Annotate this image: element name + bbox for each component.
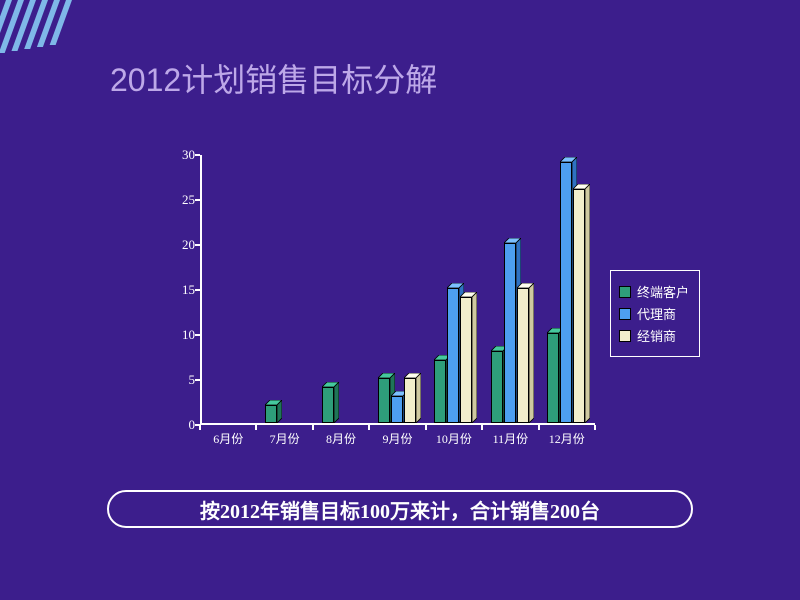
x-tick-label: 12月份: [549, 430, 585, 447]
bar-终端客户: [322, 382, 339, 423]
bar-经销商: [404, 373, 421, 423]
chart-legend: 终端客户代理商经销商: [610, 270, 700, 357]
x-tick-label: 7月份: [270, 430, 300, 447]
y-tick-label: 25: [165, 192, 195, 208]
legend-row: 经销商: [619, 326, 689, 345]
x-tick-label: 11月份: [493, 430, 529, 447]
x-tick-label: 8月份: [326, 430, 356, 447]
bar-终端客户: [265, 400, 282, 423]
bar-经销商: [460, 292, 477, 423]
y-tick-label: 0: [165, 417, 195, 433]
legend-swatch: [619, 330, 631, 342]
caption-text: 按2012年销售目标100万来计，合计销售200台: [200, 495, 600, 524]
legend-label: 经销商: [637, 326, 676, 345]
caption-box: 按2012年销售目标100万来计，合计销售200台: [107, 490, 693, 528]
legend-row: 终端客户: [619, 282, 689, 301]
legend-label: 终端客户: [637, 282, 689, 301]
y-tick-label: 5: [165, 372, 195, 388]
chart-plot-area: [200, 155, 595, 425]
page-title: 2012计划销售目标分解: [110, 55, 437, 101]
corner-decoration: [0, 0, 90, 60]
sales-target-chart: 051015202530 6月份7月份8月份9月份10月份11月份12月份: [165, 155, 595, 455]
x-tick-label: 9月份: [382, 430, 412, 447]
bar-经销商: [517, 283, 534, 423]
x-tick-label: 10月份: [436, 430, 472, 447]
y-tick-label: 20: [165, 237, 195, 253]
legend-label: 代理商: [637, 304, 676, 323]
legend-swatch: [619, 308, 631, 320]
x-tick-label: 6月份: [213, 430, 243, 447]
y-tick-label: 10: [165, 327, 195, 343]
bar-经销商: [573, 184, 590, 423]
y-tick-label: 30: [165, 147, 195, 163]
y-tick-label: 15: [165, 282, 195, 298]
legend-swatch: [619, 286, 631, 298]
legend-row: 代理商: [619, 304, 689, 323]
